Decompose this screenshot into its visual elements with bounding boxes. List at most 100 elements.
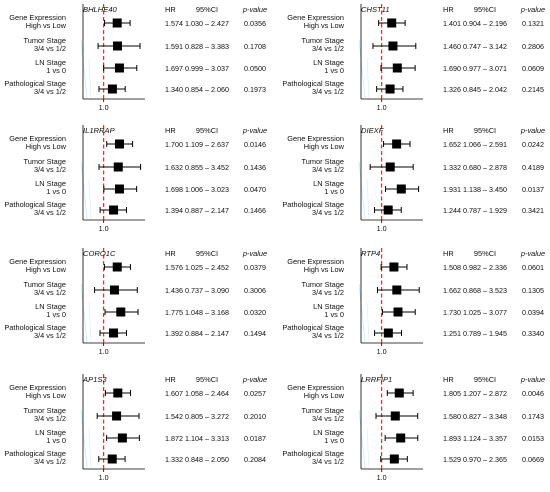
row-label: Gene Expression: [9, 134, 66, 143]
hr-marker: [396, 433, 406, 443]
row-label-sub: 1 vs 0: [324, 310, 344, 319]
row-label: Gene Expression: [9, 13, 66, 22]
hr-value: 1.591: [165, 42, 183, 51]
row-label: Gene Expression: [9, 383, 66, 392]
ci-value: 0.868 ‒ 3.523: [463, 286, 507, 295]
hr-marker: [109, 328, 119, 338]
x-tick-label: 1.0: [99, 103, 109, 112]
hr-marker: [113, 162, 123, 172]
p-value: 0.3340: [522, 329, 544, 338]
hr-marker: [112, 411, 122, 421]
ci-value: 0.854 ‒ 2.060: [185, 85, 229, 94]
p-value: 0.2010: [244, 412, 266, 421]
p-value: 0.0153: [522, 434, 544, 443]
hr-marker: [112, 262, 122, 272]
row-label-sub: 3/4 vs 1/2: [34, 414, 66, 423]
row-label-sub: 3/4 vs 1/2: [312, 288, 344, 297]
hr-header: HR: [165, 5, 176, 14]
hr-value: 1.508: [443, 263, 461, 272]
ci-value: 0.884 ‒ 2.147: [185, 329, 229, 338]
p-value: 0.1321: [522, 19, 544, 28]
p-value-header: p-value: [242, 5, 267, 14]
row-label-sub: High vs Low: [26, 391, 67, 400]
ci-header: 95%CI: [196, 249, 218, 258]
ci-value: 0.855 ‒ 3.452: [185, 163, 229, 172]
forest-panel-rtp4: 1.0 RTP4 HR 95%CI p-value Gene ExpressionHigh…: [282, 248, 545, 356]
row-label: Gene Expression: [287, 134, 344, 143]
ci-value: 0.680 ‒ 2.878: [463, 163, 507, 172]
p-value: 0.0137: [522, 185, 544, 194]
row-label: Tumor Stage: [302, 36, 344, 45]
p-value: 0.0609: [522, 64, 544, 73]
row-label: LN Stage: [35, 179, 66, 188]
p-value-header: p-value: [520, 126, 545, 135]
p-value-header: p-value: [520, 249, 545, 258]
hr-marker: [392, 139, 402, 149]
hr-value: 1.529: [443, 455, 461, 464]
gene-name: DIEXF: [361, 126, 384, 135]
x-tick-label: 1.0: [99, 224, 109, 233]
p-value: 0.3421: [522, 206, 544, 215]
ci-value: 0.848 ‒ 2.050: [185, 455, 229, 464]
p-value: 0.3006: [244, 286, 266, 295]
p-value: 0.0242: [522, 140, 544, 149]
p-value: 0.1494: [244, 329, 266, 338]
hr-marker: [385, 84, 395, 94]
row-label: Gene Expression: [9, 257, 66, 266]
hr-marker: [392, 63, 402, 73]
row-label-sub: High vs Low: [26, 142, 67, 151]
row-label-sub: 3/4 vs 1/2: [312, 44, 344, 53]
row-label-sub: 3/4 vs 1/2: [312, 457, 344, 466]
ci-value: 0.789 ‒ 1.945: [463, 329, 507, 338]
gene-name: BHLHE40: [83, 5, 118, 14]
hr-marker: [114, 139, 124, 149]
ci-value: 0.970 ‒ 2.365: [463, 455, 507, 464]
glow-artifact: [366, 427, 370, 469]
hr-marker: [396, 184, 406, 194]
hr-marker: [388, 41, 398, 51]
row-label-sub: 3/4 vs 1/2: [312, 87, 344, 96]
row-label-sub: 1 vs 0: [324, 436, 344, 445]
row-label-sub: High vs Low: [26, 265, 67, 274]
ci-value: 1.048 ‒ 3.168: [185, 308, 229, 317]
hr-value: 1.893: [443, 434, 461, 443]
hr-marker: [385, 162, 395, 172]
x-tick-label: 1.0: [99, 473, 109, 482]
hr-header: HR: [443, 126, 454, 135]
hr-marker: [394, 388, 404, 398]
forest-panel-diexf: 1.0 DIEXF HR 95%CI p-value Gene ExpressionHig…: [282, 125, 545, 233]
hr-value: 1.632: [165, 163, 183, 172]
ci-value: 1.058 ‒ 2.464: [185, 389, 229, 398]
ci-value: 1.124 ‒ 3.357: [463, 434, 507, 443]
row-label: LN Stage: [35, 302, 66, 311]
row-label-sub: 3/4 vs 1/2: [312, 208, 344, 217]
row-label: Gene Expression: [287, 383, 344, 392]
gene-name: RTP4: [361, 249, 380, 258]
ci-value: 1.207 ‒ 2.872: [463, 389, 507, 398]
x-tick-label: 1.0: [377, 103, 387, 112]
p-value: 0.1973: [244, 85, 266, 94]
row-label: Tumor Stage: [302, 157, 344, 166]
forest-panel-coro1c: 1.0 CORO1C HR 95%CI p-value Gene ExpressionHi…: [4, 248, 267, 356]
hr-value: 1.652: [443, 140, 461, 149]
row-label-sub: 3/4 vs 1/2: [34, 208, 66, 217]
glow-artifact: [80, 283, 88, 343]
hr-marker: [389, 262, 399, 272]
row-label: LN Stage: [313, 58, 344, 67]
glow-artifact: [358, 160, 366, 220]
p-value: 0.0379: [244, 263, 266, 272]
gene-name: CHST11: [361, 5, 390, 14]
p-value: 0.0669: [522, 455, 544, 464]
p-value: 0.0356: [244, 19, 266, 28]
hr-value: 1.576: [165, 263, 183, 272]
row-label: Pathological Stage: [4, 449, 66, 458]
ci-value: 1.006 ‒ 3.023: [185, 185, 229, 194]
row-label-sub: High vs Low: [304, 391, 345, 400]
p-value: 0.1743: [522, 412, 544, 421]
row-label: LN Stage: [35, 428, 66, 437]
row-label: Pathological Stage: [282, 200, 344, 209]
row-label: Pathological Stage: [282, 79, 344, 88]
p-value: 0.0146: [244, 140, 266, 149]
hr-header: HR: [165, 375, 176, 384]
